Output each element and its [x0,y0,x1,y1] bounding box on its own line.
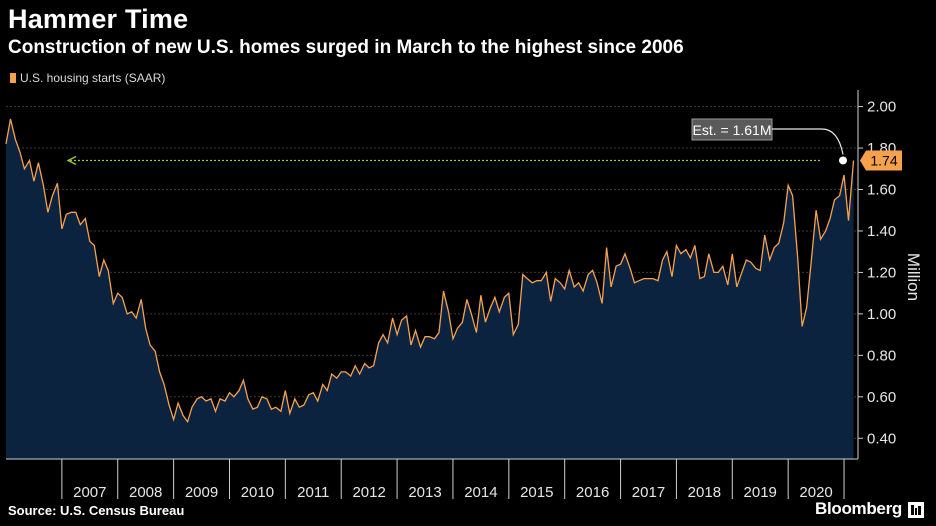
x-tick-label: 2019 [744,484,777,501]
chart-legend: U.S. housing starts (SAAR) [10,71,165,85]
estimate-callout-leader [772,128,844,155]
y-tick-label: 0.40 [867,430,896,447]
y-axis: 0.400.600.801.001.201.401.601.802.00 [857,90,896,459]
bloomberg-mark-icon [908,502,924,518]
legend-swatch [10,73,16,83]
y-tick-label: 0.60 [867,389,896,406]
y-tick-label: 1.00 [867,306,896,323]
last-value-box [860,150,902,171]
y-axis-label: Million [904,253,923,301]
y-tick-label: 1.20 [867,264,896,281]
y-tick-label: 1.40 [867,223,896,240]
latest-point-marker [839,156,847,165]
x-tick-label: 2018 [688,484,721,501]
x-tick-label: 2016 [576,484,609,501]
last-value-label: 1.74 [870,152,897,168]
annotations: Est. = 1.61M 1.74 [691,118,902,171]
housing-starts-area [6,119,854,459]
source-note: Source: U.S. Census Bureau [8,503,185,518]
x-axis: 2007 2008 2009 2010 2011 2012 2013 2014 2015 2016… [6,458,858,501]
reference-arrow [66,155,822,166]
x-tick-label: 2011 [297,484,329,501]
x-tick-label: 2015 [520,484,553,501]
x-tick-label: 2013 [408,484,441,501]
arrow-head-left-icon [66,155,77,166]
x-tick-label: 2017 [632,484,665,501]
x-tick-label: 2020 [799,484,832,501]
x-tick-label: 2014 [464,484,497,501]
y-tick-label: 1.60 [867,182,896,199]
x-tick-label: 2012 [352,484,385,501]
y-tick-label: 2.00 [867,99,896,116]
x-tick-label: 2007 [73,484,106,501]
estimate-callout-label: Est. = 1.61M [693,122,772,138]
x-tick-label: 2008 [129,484,162,501]
x-tick-label: 2010 [241,484,274,501]
brand-logo-text: Bloomberg [814,499,902,518]
chart-title: Hammer Time [8,4,189,34]
chart-subtitle: Construction of new U.S. homes surged in… [8,37,684,58]
legend-label: U.S. housing starts (SAAR) [20,71,166,85]
housing-starts-line [5,118,855,424]
y-tick-label: 0.80 [867,347,896,364]
x-tick-label: 2009 [185,484,218,501]
